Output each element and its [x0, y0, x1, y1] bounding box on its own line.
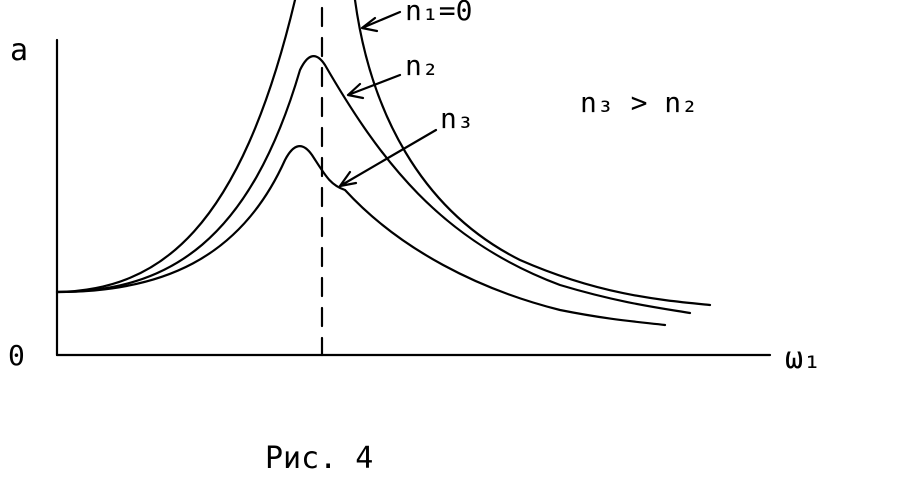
arrow-n3 — [338, 128, 438, 188]
condition: n₃ > n₂ — [580, 86, 698, 119]
curve-n3 — [55, 145, 667, 327]
caption: Рис. 4 — [265, 441, 373, 476]
x-label: ω₁ — [785, 341, 821, 376]
curve-n1-left — [55, 0, 297, 294]
curve-label: n₃ — [440, 102, 474, 135]
origin-label: 0 — [8, 339, 25, 372]
y-label: a — [10, 33, 28, 68]
arrow-n1 — [360, 10, 402, 33]
curve-n2 — [55, 55, 692, 315]
curve-n1-right — [353, 0, 712, 307]
curve-label: n₂ — [405, 49, 439, 82]
curve-label: n₁=0 — [405, 0, 472, 27]
arrow-n2 — [346, 73, 402, 100]
